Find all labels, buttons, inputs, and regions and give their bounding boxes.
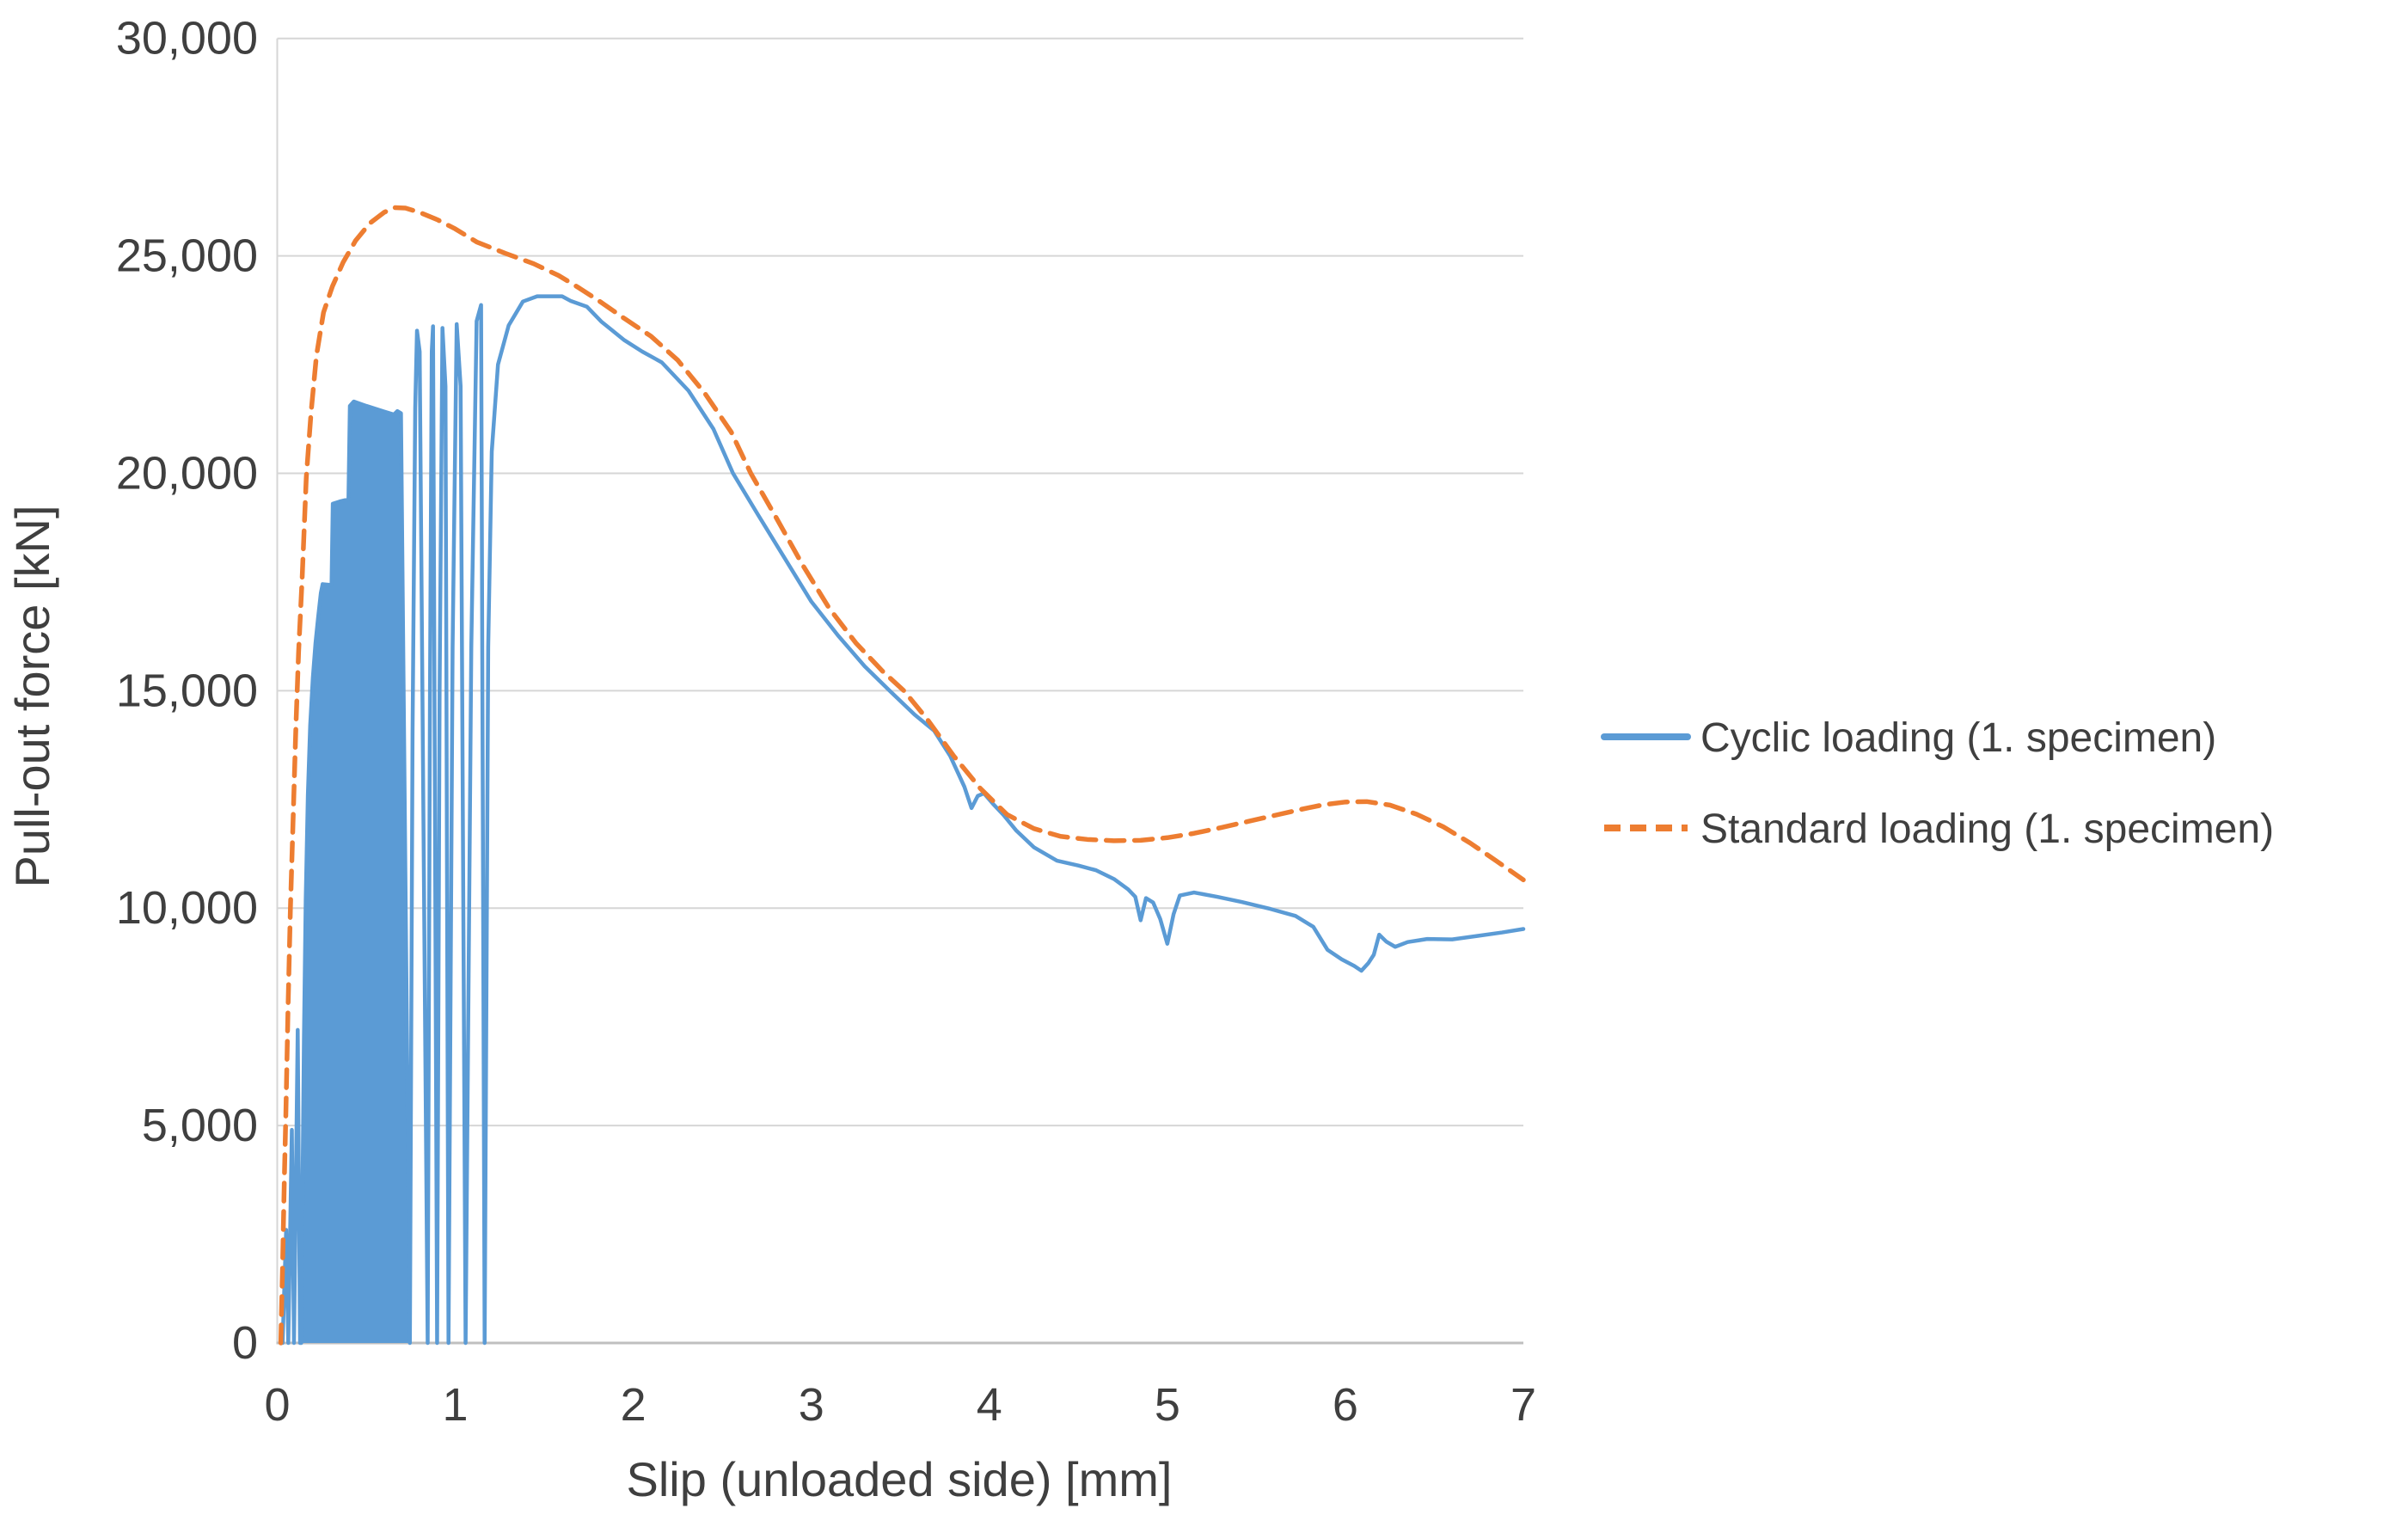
y-tick-label: 10,000 <box>116 882 258 934</box>
cyclic-loading-line <box>280 294 1526 1346</box>
legend-item-standard: Standard loading (1. specimen) <box>1604 806 2274 852</box>
x-tick-label: 0 <box>264 1379 290 1431</box>
x-tick-label: 1 <box>443 1379 469 1431</box>
y-tick-label: 15,000 <box>116 665 258 716</box>
y-axis-title: Pull-out force [kN] <box>5 505 59 887</box>
x-tick-label: 5 <box>1155 1379 1180 1431</box>
y-tick-label: 25,000 <box>116 230 258 282</box>
cyclic-loading-fill <box>301 402 410 1344</box>
legend: Cyclic loading (1. specimen) Standard lo… <box>1601 715 2274 852</box>
x-tick-label: 3 <box>799 1379 824 1431</box>
y-axis-tick-labels: 0 5,000 10,000 15,000 20,000 25,000 30,000 <box>116 13 258 1369</box>
standard-loading-line <box>278 205 1526 1346</box>
legend-item-cyclic: Cyclic loading (1. specimen) <box>1601 715 2216 761</box>
legend-label-standard: Standard loading (1. specimen) <box>1700 806 2274 852</box>
x-axis-title: Slip (unloaded side) [mm] <box>627 1452 1173 1506</box>
y-tick-label: 0 <box>232 1317 258 1369</box>
x-axis-tick-labels: 0 1 2 3 4 5 6 7 <box>264 1379 1536 1431</box>
y-tick-label: 30,000 <box>116 13 258 64</box>
data-series <box>278 205 1526 1346</box>
x-tick-label: 2 <box>621 1379 646 1431</box>
legend-label-cyclic: Cyclic loading (1. specimen) <box>1700 715 2216 761</box>
x-tick-label: 7 <box>1510 1379 1536 1431</box>
x-tick-label: 6 <box>1333 1379 1358 1431</box>
y-tick-label: 20,000 <box>116 447 258 499</box>
y-tick-label: 5,000 <box>142 1100 258 1151</box>
x-tick-label: 4 <box>977 1379 1002 1431</box>
